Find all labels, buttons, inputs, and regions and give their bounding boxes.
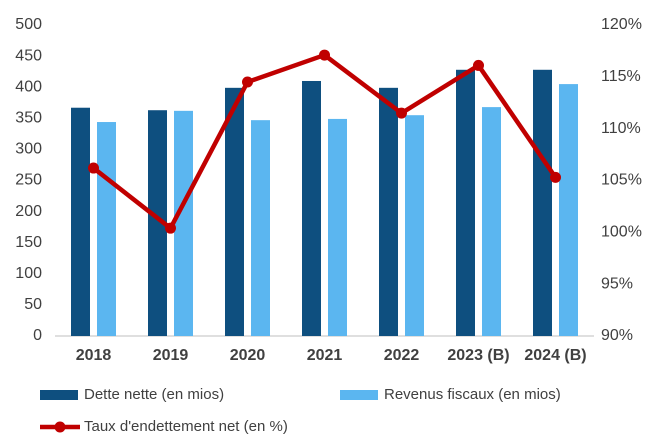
bar: [71, 107, 90, 336]
y-tick-label: 300: [15, 141, 42, 158]
bar: [405, 115, 424, 336]
y-tick-label: 250: [15, 172, 42, 189]
y-tick-label: 500: [15, 16, 42, 33]
line-marker: [165, 222, 176, 234]
y2-tick-label: 95%: [601, 275, 633, 292]
y2-tick-label: 115%: [601, 68, 641, 85]
legend-label: Revenus fiscaux (en mios): [384, 386, 561, 403]
bar: [379, 87, 398, 337]
y-tick-label: 350: [15, 110, 42, 127]
x-tick-label: 2023 (B): [447, 347, 509, 364]
line-marker: [396, 107, 407, 119]
bar: [302, 80, 321, 336]
x-tick-label: 2024 (B): [524, 347, 586, 364]
x-tick-label: 2022: [384, 347, 420, 364]
bar: [174, 110, 193, 336]
x-tick-label: 2020: [230, 347, 266, 364]
y2-tick-label: 90%: [601, 327, 633, 344]
bar: [97, 122, 116, 336]
legend-swatch: [340, 390, 378, 400]
line-marker: [242, 76, 253, 88]
y2-tick-label: 110%: [601, 120, 641, 137]
y-tick-label: 450: [15, 47, 42, 64]
bar: [533, 69, 552, 336]
bar: [251, 120, 270, 336]
x-tick-label: 2018: [76, 347, 112, 364]
bar: [559, 84, 578, 336]
y2-tick-label: 100%: [601, 224, 642, 241]
legend-swatch: [40, 390, 78, 400]
x-tick-label: 2019: [153, 347, 189, 364]
bar: [328, 118, 347, 336]
y-tick-label: 50: [24, 296, 42, 313]
y2-tick-label: 105%: [601, 172, 642, 189]
y-tick-label: 0: [33, 327, 42, 344]
line-marker: [319, 49, 330, 61]
y-tick-label: 200: [15, 203, 42, 220]
y-tick-label: 150: [15, 234, 42, 251]
bar: [456, 69, 475, 336]
legend-label: Taux d'endettement net (en %): [84, 418, 288, 435]
line-marker: [473, 59, 484, 71]
legend-swatch: [54, 421, 66, 433]
line-marker: [88, 162, 99, 174]
y2-tick-label: 120%: [601, 16, 642, 33]
line-marker: [550, 171, 561, 183]
legend-label: Dette nette (en mios): [84, 386, 224, 403]
bar: [482, 107, 501, 336]
bar: [148, 110, 167, 337]
bar: [225, 87, 244, 337]
y-tick-label: 400: [15, 78, 42, 95]
x-tick-label: 2021: [307, 347, 343, 364]
y-tick-label: 100: [15, 265, 42, 282]
